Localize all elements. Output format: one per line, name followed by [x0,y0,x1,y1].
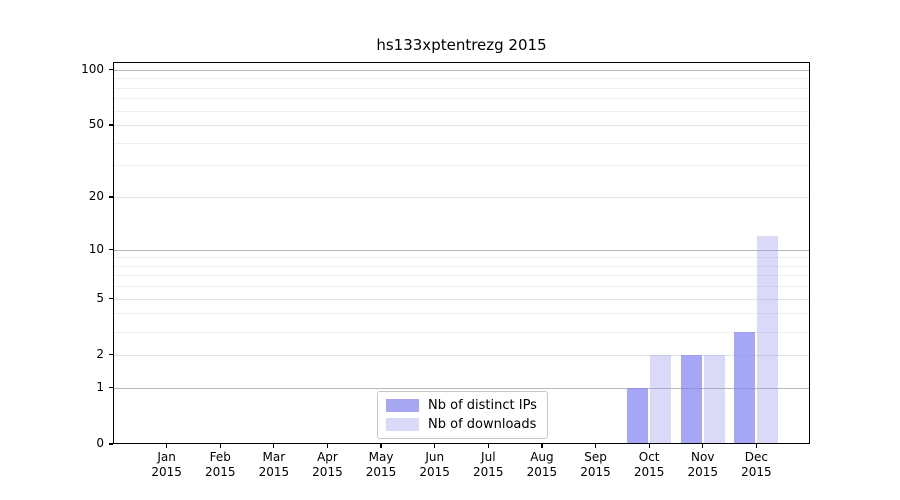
y-gridline [113,197,810,199]
y-gridline-minor [113,257,810,259]
x-tick-label: Jul 2015 [456,450,520,480]
y-tick-mark [109,387,113,389]
x-tick-mark [434,444,436,448]
chart-title: hs133xptentrezg 2015 [376,36,547,54]
y-tick-mark [109,196,113,198]
x-tick-month: Jul [481,450,496,464]
y-tick-label: 0 [96,436,104,450]
x-tick-label: Jan 2015 [135,450,199,480]
bar-distinct-ips [627,387,649,444]
y-gridline-minor [113,87,810,89]
y-gridline [113,354,810,356]
y-gridline-minor [113,142,810,144]
x-tick-month: Apr [317,450,338,464]
x-tick-mark [648,444,650,448]
legend-entry-downloads: Nb of downloads [386,417,537,432]
bar-distinct-ips [680,354,702,444]
legend-swatch-distinct-ips [386,399,419,412]
y-tick-label: 20 [88,189,104,204]
x-tick-mark [541,444,543,448]
x-tick-label: Nov 2015 [671,450,735,480]
x-tick-year: 2015 [258,465,290,479]
x-tick-month: Feb [209,450,231,464]
y-gridline [113,387,810,389]
legend: Nb of distinct IPs Nb of downloads [377,391,548,439]
x-tick-month: Jun [425,450,445,464]
y-tick-mark [109,248,113,251]
y-tick-mark [109,124,113,126]
y-gridline-minor [113,110,810,112]
y-tick-mark [109,443,113,445]
y-tick-label: 1 [96,379,104,394]
x-tick-mark [755,444,757,448]
x-tick-year: 2015 [687,465,719,479]
x-tick-month: Mar [262,450,286,464]
x-tick-month: Jan [157,450,176,464]
plot-area [113,62,810,444]
y-gridline-minor [113,331,810,333]
x-tick-label: Dec 2015 [724,450,788,480]
y-gridline-minor [113,275,810,277]
x-tick-label: Jun 2015 [403,450,467,480]
x-tick-year: 2015 [204,465,236,479]
y-gridline-minor [113,286,810,288]
x-tick-mark [219,444,221,448]
x-tick-year: 2015 [580,465,611,479]
x-tick-month: Dec [744,450,768,464]
legend-label-distinct-ips: Nb of distinct IPs [428,398,537,413]
legend-label-downloads: Nb of downloads [428,417,537,432]
y-tick-label: 5 [96,290,104,305]
x-tick-year: 2015 [151,465,182,479]
y-gridline-minor [113,265,810,267]
x-tick-year: 2015 [419,465,450,479]
y-tick-mark [109,69,113,71]
x-tick-label: Apr 2015 [295,450,359,480]
bar-downloads [650,354,672,444]
x-tick-label: Oct 2015 [617,450,681,480]
x-tick-label: Feb 2015 [188,450,252,480]
x-tick-month: Aug [530,450,554,464]
x-tick-label: Sep 2015 [564,450,628,480]
x-tick-mark [702,444,704,448]
bar-downloads [757,235,779,444]
x-tick-month: Sep [584,450,607,464]
legend-entry-distinct-ips: Nb of distinct IPs [386,398,537,413]
bar-downloads [703,354,725,444]
y-tick-mark [109,354,113,356]
y-gridline-minor [113,78,810,80]
y-gridline [113,249,810,251]
x-tick-mark [326,444,329,448]
x-tick-label: Mar 2015 [242,450,306,480]
y-gridline-minor [113,165,810,167]
y-gridline-minor [113,98,810,100]
x-tick-month: Oct [638,450,660,464]
y-gridline-minor [113,313,810,315]
y-tick-mark [109,298,113,300]
y-gridline [113,125,810,127]
y-gridline [113,298,810,300]
x-tick-month: May [368,450,394,464]
x-tick-mark [380,444,382,448]
x-tick-mark [487,444,489,448]
bar-distinct-ips [734,331,756,444]
y-tick-label: 10 [88,241,104,256]
legend-swatch-downloads [386,418,419,431]
x-tick-mark [273,444,275,448]
x-tick-month: Nov [691,450,715,464]
x-tick-year: 2015 [312,465,343,479]
x-tick-mark [166,444,168,448]
y-tick-label: 2 [96,346,104,361]
x-tick-year: 2015 [633,465,665,479]
y-tick-label: 100 [81,61,104,76]
y-tick-label: 50 [88,117,104,132]
x-tick-year: 2015 [741,465,772,479]
x-tick-year: 2015 [526,465,558,479]
y-gridline [113,69,810,71]
x-tick-year: 2015 [365,465,397,479]
x-tick-mark [594,444,597,448]
x-tick-year: 2015 [473,465,504,479]
x-tick-label: Aug 2015 [510,450,574,480]
x-tick-label: May 2015 [349,450,413,480]
